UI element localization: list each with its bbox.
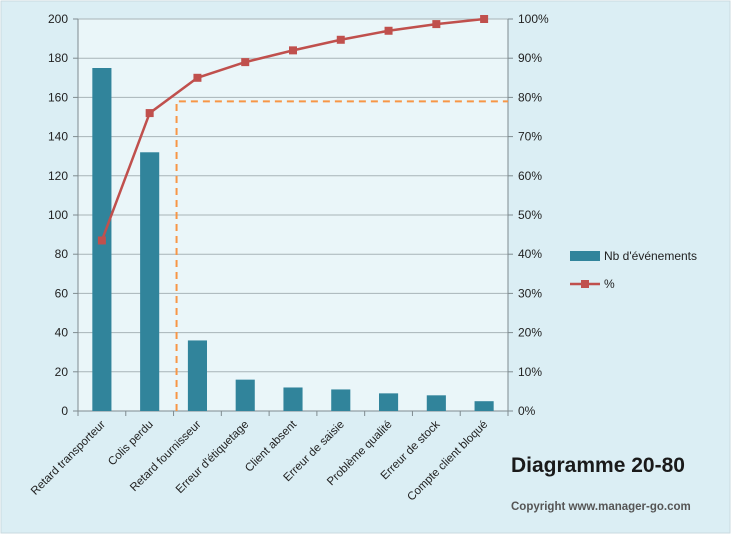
- y-tick-label: 180: [48, 51, 68, 65]
- bar: [331, 389, 351, 411]
- legend-label-bars: Nb d'événements: [604, 249, 697, 263]
- y2-tick-label: 10%: [518, 365, 542, 379]
- copyright-text: Copyright www.manager-go.com: [511, 501, 691, 513]
- cumulative-point: [97, 236, 106, 245]
- y2-tick-label: 80%: [518, 90, 542, 104]
- chart-title: Diagramme 20-80: [511, 454, 685, 477]
- bar: [474, 401, 494, 411]
- y2-tick-label: 0%: [518, 404, 536, 418]
- y2-tick-label: 100%: [518, 12, 549, 26]
- y-tick-label: 140: [48, 130, 68, 144]
- y-tick-label: 20: [55, 365, 69, 379]
- cumulative-point: [145, 109, 154, 118]
- y-tick-label: 120: [48, 169, 68, 183]
- legend-swatch-bars: [570, 251, 600, 261]
- y-tick-label: 80: [55, 247, 69, 261]
- y2-tick-label: 40%: [518, 247, 542, 261]
- y2-tick-label: 60%: [518, 169, 542, 183]
- cumulative-point: [432, 20, 441, 29]
- legend-swatch-marker: [581, 280, 589, 288]
- bar: [140, 152, 160, 411]
- cumulative-point: [289, 46, 297, 55]
- bar: [283, 387, 303, 411]
- cumulative-point: [241, 58, 250, 67]
- y-tick-label: 0: [61, 404, 68, 418]
- cumulative-point: [193, 73, 202, 82]
- y-tick-label: 40: [55, 326, 69, 340]
- bar: [379, 393, 399, 411]
- y2-tick-label: 30%: [518, 286, 542, 300]
- y-tick-label: 100: [48, 208, 68, 222]
- y-tick-label: 160: [48, 90, 68, 104]
- y2-tick-label: 70%: [518, 130, 542, 144]
- cumulative-point: [336, 35, 345, 44]
- cumulative-point: [480, 15, 489, 23]
- bar: [187, 340, 207, 411]
- y-tick-label: 200: [48, 12, 68, 26]
- y2-tick-label: 50%: [518, 208, 542, 222]
- threshold-line: [175, 100, 508, 411]
- y-tick-label: 60: [55, 286, 69, 300]
- y2-tick-label: 20%: [518, 326, 542, 340]
- bar: [235, 379, 255, 411]
- bar: [426, 395, 446, 411]
- y2-tick-label: 90%: [518, 51, 542, 65]
- cumulative-point: [384, 26, 393, 35]
- legend-label-line: %: [604, 277, 615, 291]
